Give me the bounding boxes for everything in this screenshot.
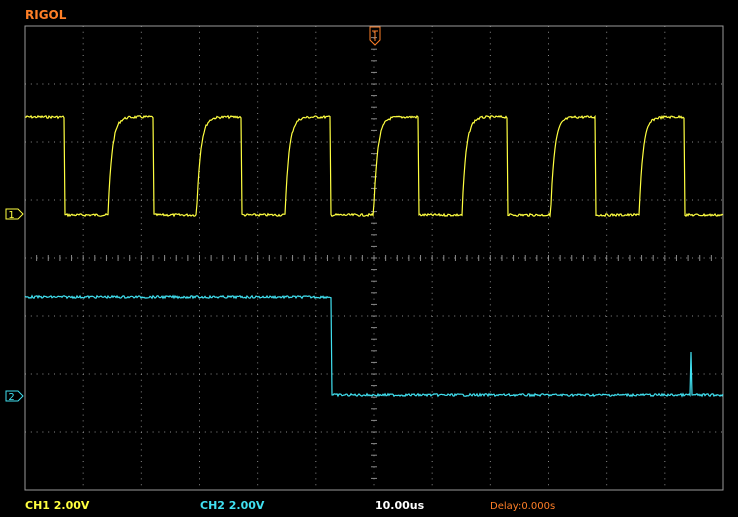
- delay: Delay:0.000s: [490, 501, 555, 512]
- graticule-border: [24, 25, 724, 491]
- ch2-scale: CH2 2.00V: [200, 499, 265, 512]
- ch2-waveform: [24, 294, 724, 398]
- ch2-marker-label: 2: [8, 392, 14, 403]
- ch1-waveform: [24, 114, 724, 218]
- ch1-marker-label: 1: [8, 210, 14, 221]
- brand: RIGOL: [25, 8, 67, 22]
- ch2-marker: 2: [5, 390, 24, 403]
- ch1-marker: 1: [5, 208, 24, 221]
- trigger-position-marker: [369, 26, 381, 46]
- timebase: 10.00us: [375, 499, 425, 512]
- ch1-scale: CH1 2.00V: [25, 499, 90, 512]
